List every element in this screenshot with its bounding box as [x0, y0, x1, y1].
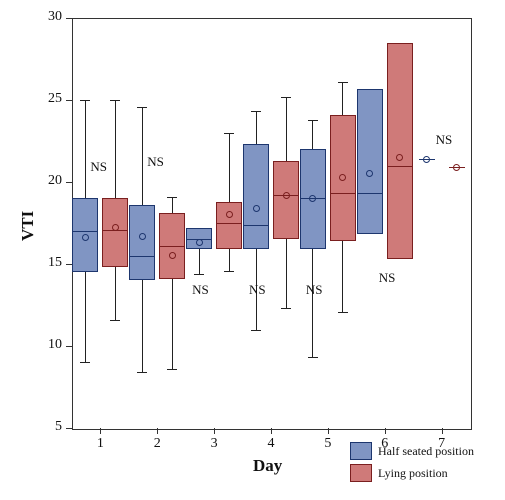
whisker	[142, 107, 143, 205]
whisker	[115, 100, 116, 198]
whisker	[342, 82, 343, 115]
whisker	[199, 249, 200, 274]
median	[330, 193, 356, 194]
vti-boxplot-chart: VTI Day Half seated positionLying positi…	[0, 0, 505, 500]
whisker-cap	[338, 82, 348, 83]
x-tick-label: 2	[147, 436, 167, 452]
x-tick-label: 7	[432, 436, 452, 452]
whisker	[142, 280, 143, 372]
whisker-cap	[251, 111, 261, 112]
box	[129, 205, 155, 280]
median	[243, 225, 269, 226]
x-tick-label: 5	[318, 436, 338, 452]
mean-marker	[283, 192, 290, 199]
ns-annotation: NS	[192, 282, 209, 298]
y-tick	[66, 18, 72, 19]
whisker	[85, 100, 86, 198]
x-tick	[100, 428, 101, 434]
ns-annotation: NS	[90, 159, 107, 175]
y-tick	[66, 346, 72, 347]
median	[159, 246, 185, 247]
whisker	[342, 241, 343, 312]
y-tick-label: 30	[32, 9, 62, 25]
whisker	[312, 120, 313, 150]
x-tick	[271, 428, 272, 434]
whisker-cap	[110, 100, 120, 101]
x-tick	[385, 428, 386, 434]
whisker	[85, 272, 86, 362]
x-tick	[442, 428, 443, 434]
whisker-cap	[167, 369, 177, 370]
box	[216, 202, 242, 250]
mean-marker	[253, 205, 260, 212]
whisker-cap	[308, 120, 318, 121]
legend-swatch	[350, 464, 372, 482]
y-tick	[66, 264, 72, 265]
box	[243, 144, 269, 249]
ns-annotation: NS	[249, 282, 266, 298]
y-tick	[66, 428, 72, 429]
whisker	[256, 111, 257, 144]
whisker	[229, 249, 230, 270]
whisker	[286, 97, 287, 161]
whisker	[115, 267, 116, 319]
median	[216, 223, 242, 224]
whisker-cap	[110, 320, 120, 321]
x-axis-title: Day	[253, 456, 282, 476]
ns-annotation: NS	[436, 132, 453, 148]
x-tick-label: 1	[90, 436, 110, 452]
mean-marker	[196, 239, 203, 246]
ns-annotation: NS	[147, 154, 164, 170]
y-tick-label: 20	[32, 173, 62, 189]
y-tick	[66, 182, 72, 183]
point-circle	[423, 156, 430, 163]
mean-marker	[339, 174, 346, 181]
whisker	[312, 249, 313, 357]
box	[387, 43, 413, 259]
whisker	[229, 133, 230, 202]
whisker-cap	[80, 100, 90, 101]
x-tick	[328, 428, 329, 434]
y-tick-label: 10	[32, 337, 62, 353]
whisker-cap	[194, 274, 204, 275]
whisker-cap	[281, 97, 291, 98]
y-tick	[66, 100, 72, 101]
box	[102, 198, 128, 267]
point-circle	[453, 164, 460, 171]
x-tick	[214, 428, 215, 434]
mean-marker	[139, 233, 146, 240]
legend-label: Lying position	[378, 466, 448, 481]
whisker-cap	[251, 330, 261, 331]
whisker-cap	[224, 271, 234, 272]
median	[357, 193, 383, 194]
whisker-cap	[224, 133, 234, 134]
whisker-cap	[338, 312, 348, 313]
median	[387, 166, 413, 167]
legend-swatch	[350, 442, 372, 460]
box	[357, 89, 383, 235]
x-tick-label: 6	[375, 436, 395, 452]
ns-annotation: NS	[379, 270, 396, 286]
box	[273, 161, 299, 240]
whisker-cap	[137, 372, 147, 373]
y-tick-label: 15	[32, 255, 62, 271]
y-axis-title: VTI	[18, 211, 38, 241]
whisker-cap	[80, 362, 90, 363]
whisker-cap	[137, 107, 147, 108]
x-tick	[157, 428, 158, 434]
whisker	[286, 239, 287, 308]
ns-annotation: NS	[306, 282, 323, 298]
x-tick-label: 4	[261, 436, 281, 452]
y-tick-label: 25	[32, 91, 62, 107]
whisker-cap	[308, 357, 318, 358]
whisker	[172, 279, 173, 369]
y-tick-label: 5	[32, 419, 62, 435]
median	[129, 256, 155, 257]
median	[72, 231, 98, 232]
whisker	[172, 197, 173, 213]
whisker-cap	[167, 197, 177, 198]
mean-marker	[226, 211, 233, 218]
x-tick-label: 3	[204, 436, 224, 452]
whisker-cap	[281, 308, 291, 309]
